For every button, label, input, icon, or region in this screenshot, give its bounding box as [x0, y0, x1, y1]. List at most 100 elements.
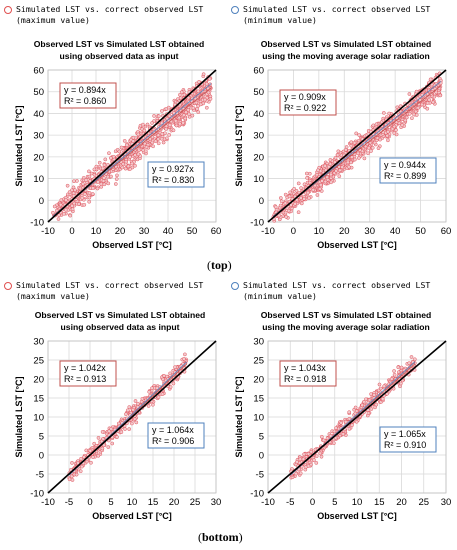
data-point — [277, 213, 281, 218]
data-point — [356, 151, 360, 156]
legend-circle-icon — [4, 282, 12, 290]
y-tick-label: -10 — [250, 489, 264, 500]
x-tick-label: 20 — [339, 226, 350, 237]
data-point — [304, 171, 309, 176]
data-point — [386, 129, 390, 134]
x-tick-label: -10 — [41, 497, 55, 508]
data-point — [416, 105, 421, 110]
data-point — [292, 186, 297, 191]
x-axis-label: Observed LST [°C] — [92, 511, 172, 521]
data-point — [123, 162, 128, 167]
data-point — [173, 365, 177, 370]
data-point — [130, 421, 134, 426]
data-point — [284, 215, 289, 219]
data-point — [115, 173, 119, 178]
x-tick-label: -10 — [261, 497, 275, 508]
data-point — [62, 211, 66, 216]
data-point — [70, 207, 75, 212]
data-point — [146, 404, 151, 408]
data-point — [372, 140, 377, 145]
data-point — [339, 421, 344, 425]
y-tick-label: 20 — [33, 152, 44, 163]
y-tick-label: -5 — [256, 470, 264, 481]
y-tick-label: 15 — [33, 394, 44, 405]
data-point — [392, 372, 397, 377]
section-label-top: (top) — [207, 258, 232, 272]
data-point — [166, 105, 171, 110]
data-points — [289, 355, 417, 480]
data-point — [414, 113, 419, 117]
data-point — [206, 90, 211, 95]
data-point — [168, 371, 172, 376]
equation-label: y = 1.064x — [152, 425, 194, 435]
x-tick-label: 40 — [390, 226, 401, 237]
data-point — [143, 149, 148, 154]
data-point — [187, 112, 191, 117]
chart-title-line-1: Observed LST vs Simulated LST obtained — [33, 39, 205, 49]
data-point — [333, 436, 338, 440]
y-tick-label: 20 — [253, 375, 264, 386]
x-tick-label: -10 — [261, 226, 275, 237]
x-tick-label: 10 — [352, 497, 363, 508]
data-point — [386, 138, 390, 143]
data-point — [347, 410, 352, 415]
plot-frame — [47, 69, 217, 223]
data-point — [298, 457, 303, 462]
data-point — [119, 145, 124, 150]
data-point — [184, 110, 188, 115]
data-point — [341, 432, 346, 436]
data-point — [366, 411, 371, 415]
identity-line — [47, 340, 217, 494]
data-point — [307, 171, 312, 176]
data-point — [409, 355, 414, 359]
data-point — [371, 123, 376, 128]
data-point — [96, 180, 100, 184]
data-point — [283, 201, 288, 205]
data-point — [420, 102, 424, 107]
data-point — [387, 111, 391, 116]
data-point — [125, 408, 130, 413]
data-point — [80, 196, 85, 200]
data-point — [287, 194, 292, 199]
data-point — [400, 123, 405, 127]
data-point — [127, 427, 132, 431]
data-point — [349, 140, 354, 145]
equation-box-max — [59, 360, 117, 387]
x-tick-label: 40 — [163, 226, 174, 237]
data-point — [88, 448, 93, 453]
data-point — [87, 191, 92, 195]
data-point — [353, 157, 357, 162]
data-point — [306, 451, 311, 456]
y-tick-label: -10 — [250, 218, 264, 229]
data-point — [77, 202, 81, 206]
legend-line-1: Simulated LST vs. correct observed LST — [16, 280, 204, 290]
y-tick-label: 10 — [33, 413, 44, 424]
data-point — [179, 364, 184, 369]
data-point — [109, 174, 113, 179]
data-point — [179, 90, 184, 95]
legend-circle-icon — [231, 282, 239, 290]
data-point — [119, 430, 124, 434]
x-tick-label: 20 — [115, 226, 126, 237]
y-axis-label: Simulated LST [°C] — [234, 376, 244, 457]
equation-label: y = 1.043x — [284, 363, 326, 373]
chart-title-line-2: using the moving average solar radiation — [262, 51, 430, 61]
data-point — [349, 160, 353, 165]
equation-box-min — [147, 161, 205, 188]
data-point — [102, 163, 107, 167]
data-point — [369, 392, 373, 396]
y-tick-label: 10 — [253, 174, 264, 185]
x-tick-label: 15 — [374, 497, 385, 508]
data-point — [110, 441, 115, 446]
plot-frame — [267, 340, 447, 494]
data-point — [332, 429, 337, 434]
y-axis-label: Simulated LST [°C] — [234, 105, 244, 186]
data-point — [370, 145, 375, 150]
section-label-text: top — [211, 258, 228, 272]
y-tick-label: 30 — [253, 131, 264, 142]
scatter-chart-bottom-left: -10 -5 0 5 10 15 20 25 30 -10 -5 0 5 10 15 20 25 30 Observ… — [14, 337, 221, 522]
data-point — [160, 392, 165, 396]
data-point — [107, 151, 111, 156]
data-point — [273, 205, 278, 209]
data-point — [100, 166, 105, 171]
